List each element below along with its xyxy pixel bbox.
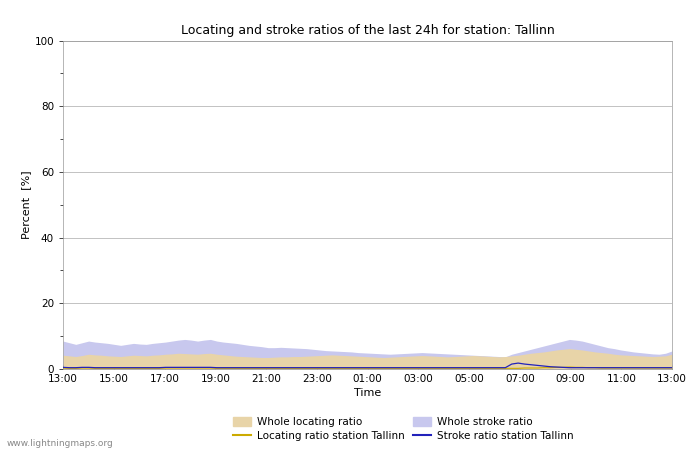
Title: Locating and stroke ratios of the last 24h for station: Tallinn: Locating and stroke ratios of the last 2… <box>181 23 554 36</box>
Legend: Whole locating ratio, Locating ratio station Tallinn, Whole stroke ratio, Stroke: Whole locating ratio, Locating ratio sta… <box>232 417 573 441</box>
Text: www.lightningmaps.org: www.lightningmaps.org <box>7 439 113 448</box>
X-axis label: Time: Time <box>354 388 381 398</box>
Y-axis label: Percent  [%]: Percent [%] <box>22 171 32 239</box>
